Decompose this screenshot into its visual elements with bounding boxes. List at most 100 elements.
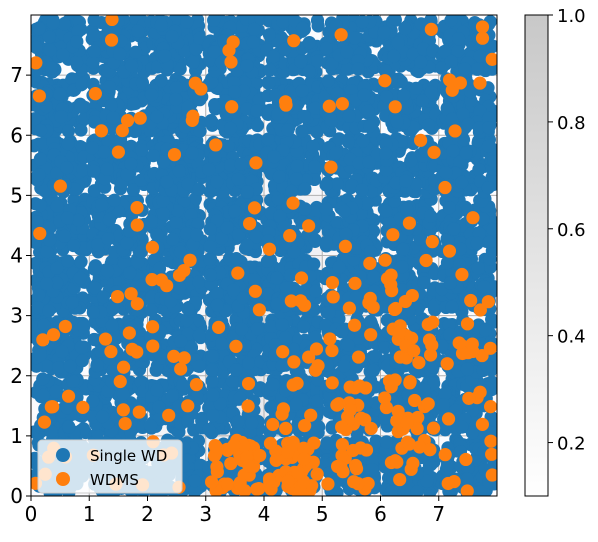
single-wd-point [127,97,141,111]
single-wd-point [335,325,349,339]
single-wd-point [95,409,110,424]
single-wd-point [165,232,180,246]
single-wd-point [33,152,48,166]
single-wd-point [143,419,158,433]
single-wd-point [75,354,89,368]
single-wd-point [49,384,63,399]
single-wd-point [106,302,120,316]
single-wd-point [53,87,67,101]
single-wd-point [150,383,164,397]
single-wd-point [31,112,42,126]
single-wd-point [310,394,325,408]
single-wd-point [332,260,346,274]
single-wd-point [206,408,220,423]
single-wd-point [465,426,480,440]
single-wd-point [228,204,242,218]
single-wd-point [86,410,100,424]
single-wd-point [188,474,202,488]
single-wd-point [50,276,64,290]
single-wd-point [100,264,115,278]
single-wd-point [309,284,323,298]
single-wd-point [298,182,312,196]
single-wd-point [482,235,496,249]
single-wd-point [31,215,44,229]
single-wd-point [295,124,309,138]
single-wd-point [86,394,100,408]
single-wd-point [176,378,190,392]
single-wd-point [420,411,434,425]
single-wd-point [478,323,492,337]
single-wd-point [169,81,184,95]
single-wd-point [250,322,264,336]
single-wd-point [377,411,392,425]
single-wd-point [74,100,88,114]
single-wd-point [144,214,158,228]
single-wd-point [169,216,183,230]
single-wd-point [341,338,355,352]
single-wd-point [193,124,207,138]
single-wd-point [210,175,224,189]
single-wd-point [231,172,245,186]
single-wd-point [192,328,207,343]
single-wd-point [435,339,449,353]
single-wd-point [417,383,432,397]
single-wd-point [191,313,205,328]
single-wd-point [181,302,195,316]
single-wd-point [102,213,117,227]
single-wd-point [33,199,47,213]
single-wd-point [396,242,410,256]
single-wd-point [362,155,376,169]
single-wd-point [455,175,469,190]
single-wd-point [270,271,284,285]
single-wd-point [446,144,460,158]
single-wd-point [206,388,220,402]
single-wd-point [63,359,77,374]
single-wd-point [398,174,413,188]
single-wd-point [290,159,304,173]
single-wd-point [349,290,363,304]
single-wd-point [281,123,295,137]
single-wd-point [447,222,461,236]
single-wd-point [275,317,289,332]
single-wd-point [152,261,167,276]
single-wd-point [357,88,371,102]
single-wd-point [73,271,87,285]
single-wd-point [324,113,339,127]
single-wd-point [32,168,46,182]
single-wd-point [400,202,414,217]
single-wd-point [481,139,496,153]
single-wd-point [145,88,159,102]
single-wd-point [443,327,457,341]
single-wd-point [297,109,311,124]
single-wd-point [470,236,484,250]
single-wd-point [278,330,293,345]
single-wd-point [472,162,486,177]
single-wd-point [150,110,164,124]
single-wd-point [240,185,255,199]
single-wd-point [417,276,431,290]
single-wd-point [319,318,333,332]
single-wd-point [153,348,167,362]
single-wd-point [71,213,86,227]
single-wd-point [426,377,441,391]
single-wd-point [420,474,434,488]
single-wd-point [379,435,394,449]
single-wd-point [356,134,370,148]
single-wd-point [40,245,54,259]
single-wd-point [203,240,217,254]
single-wd-point [172,164,187,178]
single-wd-point [120,236,134,250]
single-wd-point [210,286,224,301]
single-wd-point [50,261,64,275]
single-wd-point [66,374,80,388]
single-wd-point [74,123,88,137]
single-wd-point [87,262,101,276]
single-wd-point [226,283,241,297]
single-wd-point [296,320,311,334]
single-wd-point [379,204,393,218]
single-wd-point [152,400,166,414]
single-wd-point [247,273,262,287]
single-wd-point [150,227,164,242]
single-wd-point [250,118,265,133]
single-wd-point [242,356,256,370]
